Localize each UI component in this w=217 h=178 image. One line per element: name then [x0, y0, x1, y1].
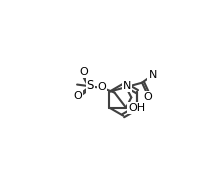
Text: N: N — [149, 70, 157, 80]
Text: O: O — [98, 82, 106, 92]
Text: O: O — [143, 92, 152, 103]
Text: O: O — [73, 91, 82, 101]
Text: O: O — [79, 67, 88, 77]
Text: S: S — [87, 79, 94, 92]
Text: N: N — [123, 81, 131, 91]
Text: OH: OH — [129, 103, 146, 113]
